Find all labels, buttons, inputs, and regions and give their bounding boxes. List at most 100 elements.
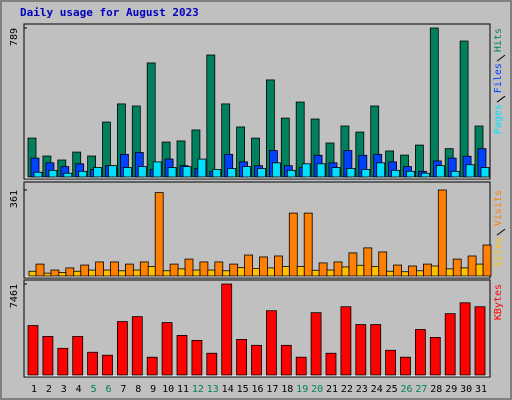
bar	[391, 169, 401, 178]
bar	[474, 306, 486, 376]
bar	[118, 270, 126, 277]
bar	[303, 212, 313, 277]
bar	[192, 269, 201, 277]
bar	[57, 347, 69, 376]
bar	[400, 356, 411, 376]
bar	[295, 356, 307, 376]
bar	[58, 272, 67, 277]
chart-title: Daily usage for August 2023	[20, 6, 199, 19]
x-tick-label: 14	[222, 384, 234, 395]
bar	[437, 189, 447, 277]
bar	[467, 255, 477, 277]
x-tick-label: 29	[445, 384, 457, 395]
bar	[273, 255, 283, 277]
bar	[110, 261, 119, 277]
legend-entry: Visits	[493, 190, 504, 226]
bar	[28, 270, 37, 277]
bar	[363, 247, 373, 277]
bar	[87, 351, 98, 376]
bar	[331, 167, 341, 178]
bar	[48, 169, 58, 178]
x-tick-label: 23	[356, 384, 368, 395]
x-tick-label: 21	[326, 384, 338, 395]
x-tick-label: 13	[207, 384, 219, 395]
bar	[162, 270, 171, 277]
bar	[371, 266, 380, 277]
bar	[42, 336, 54, 376]
bar	[167, 167, 177, 178]
bar	[265, 310, 277, 376]
bar	[65, 267, 75, 277]
bar	[420, 172, 430, 178]
bar	[169, 263, 179, 277]
bar	[325, 352, 337, 376]
legend-entry: Hits	[493, 28, 504, 52]
bar	[199, 261, 209, 277]
bar	[310, 312, 322, 376]
x-tick-label: 9	[150, 384, 156, 395]
bar	[161, 322, 173, 376]
bar	[450, 170, 460, 178]
x-tick-label: 11	[177, 384, 189, 395]
bar	[229, 263, 239, 277]
bar	[108, 165, 117, 178]
bar	[386, 270, 395, 277]
bar	[271, 162, 281, 178]
bar	[326, 269, 335, 277]
bar	[356, 264, 365, 277]
legend-entry: KBytes	[493, 284, 504, 320]
x-tick-label: 16	[251, 384, 263, 395]
bar	[197, 158, 207, 178]
bar	[422, 263, 432, 277]
bar	[406, 170, 415, 178]
x-tick-label: 8	[135, 384, 141, 395]
bar	[221, 283, 233, 376]
bar	[207, 269, 216, 277]
bar	[475, 263, 484, 277]
bar	[27, 325, 39, 376]
legend-separator	[496, 54, 506, 62]
x-tick-label: 27	[415, 384, 427, 395]
x-tick-label: 17	[266, 384, 278, 395]
bar	[182, 166, 192, 178]
bar	[237, 267, 246, 277]
bar	[480, 167, 490, 178]
bar	[465, 164, 475, 178]
bar	[146, 356, 158, 376]
bar	[333, 261, 343, 277]
legend-entry: Files	[493, 63, 504, 93]
x-tick-label: 3	[61, 384, 67, 395]
legend-entry: Sites	[493, 237, 504, 267]
bar	[212, 169, 222, 178]
x-tick-label: 24	[371, 384, 383, 395]
bar	[355, 324, 367, 376]
panel	[23, 181, 491, 279]
bar	[266, 267, 275, 277]
bar	[296, 266, 305, 277]
bar	[341, 266, 350, 277]
y-tick-label: 7461	[9, 284, 20, 308]
bar	[88, 269, 96, 277]
bar	[430, 265, 439, 277]
bar	[414, 329, 426, 376]
x-tick-label: 4	[76, 384, 82, 395]
bar	[259, 256, 268, 277]
bar	[227, 168, 237, 178]
y-tick-label: 361	[9, 190, 20, 208]
x-tick-label: 26	[400, 384, 412, 395]
bar	[311, 269, 320, 277]
bar	[459, 302, 471, 376]
bar	[482, 244, 492, 277]
x-tick-label: 28	[430, 384, 442, 395]
bar	[348, 252, 358, 277]
x-tick-label: 15	[237, 384, 249, 395]
x-tick-label: 1	[31, 384, 37, 395]
bar	[318, 262, 328, 277]
bar	[78, 170, 88, 178]
bar	[281, 266, 290, 277]
bar	[125, 263, 134, 277]
bar	[393, 264, 403, 277]
bar	[95, 261, 104, 277]
bar	[50, 269, 60, 277]
